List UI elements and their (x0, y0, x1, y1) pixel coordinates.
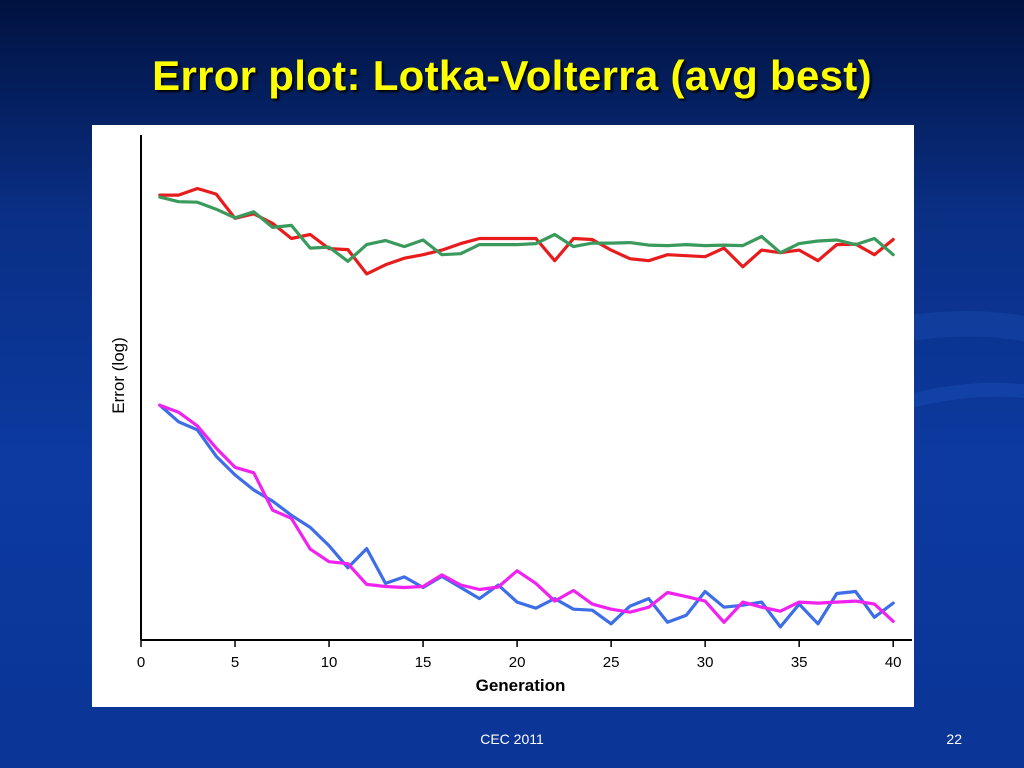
x-tick-label: 35 (791, 654, 808, 671)
x-tick-label: 30 (697, 654, 714, 671)
x-axis-label: Generation (476, 676, 566, 695)
series-line-1 (158, 186, 895, 276)
x-tick-label: 0 (137, 654, 145, 671)
x-tick-label: 40 (885, 654, 902, 671)
x-tick-label: 10 (321, 654, 338, 671)
slide-title: Error plot: Lotka-Volterra (avg best) (152, 52, 872, 99)
line-chart: 0 5 10 15 20 25 30 35 40 Generation Error (log) (109, 135, 912, 695)
x-tick-label: 5 (231, 654, 239, 671)
y-axis-label: Error (log) (109, 337, 128, 414)
page-number: 22 (946, 731, 962, 747)
chart-panel: 0 5 10 15 20 25 30 35 40 Generation Error (log) (92, 125, 914, 707)
x-tick-label: 25 (603, 654, 620, 671)
series-line-2 (158, 195, 895, 263)
x-tick-label: 15 (415, 654, 432, 671)
x-tick-label: 20 (509, 654, 526, 671)
series-line-3 (158, 403, 895, 629)
footer-label: CEC 2011 (480, 731, 544, 747)
series-line-4 (158, 403, 895, 624)
